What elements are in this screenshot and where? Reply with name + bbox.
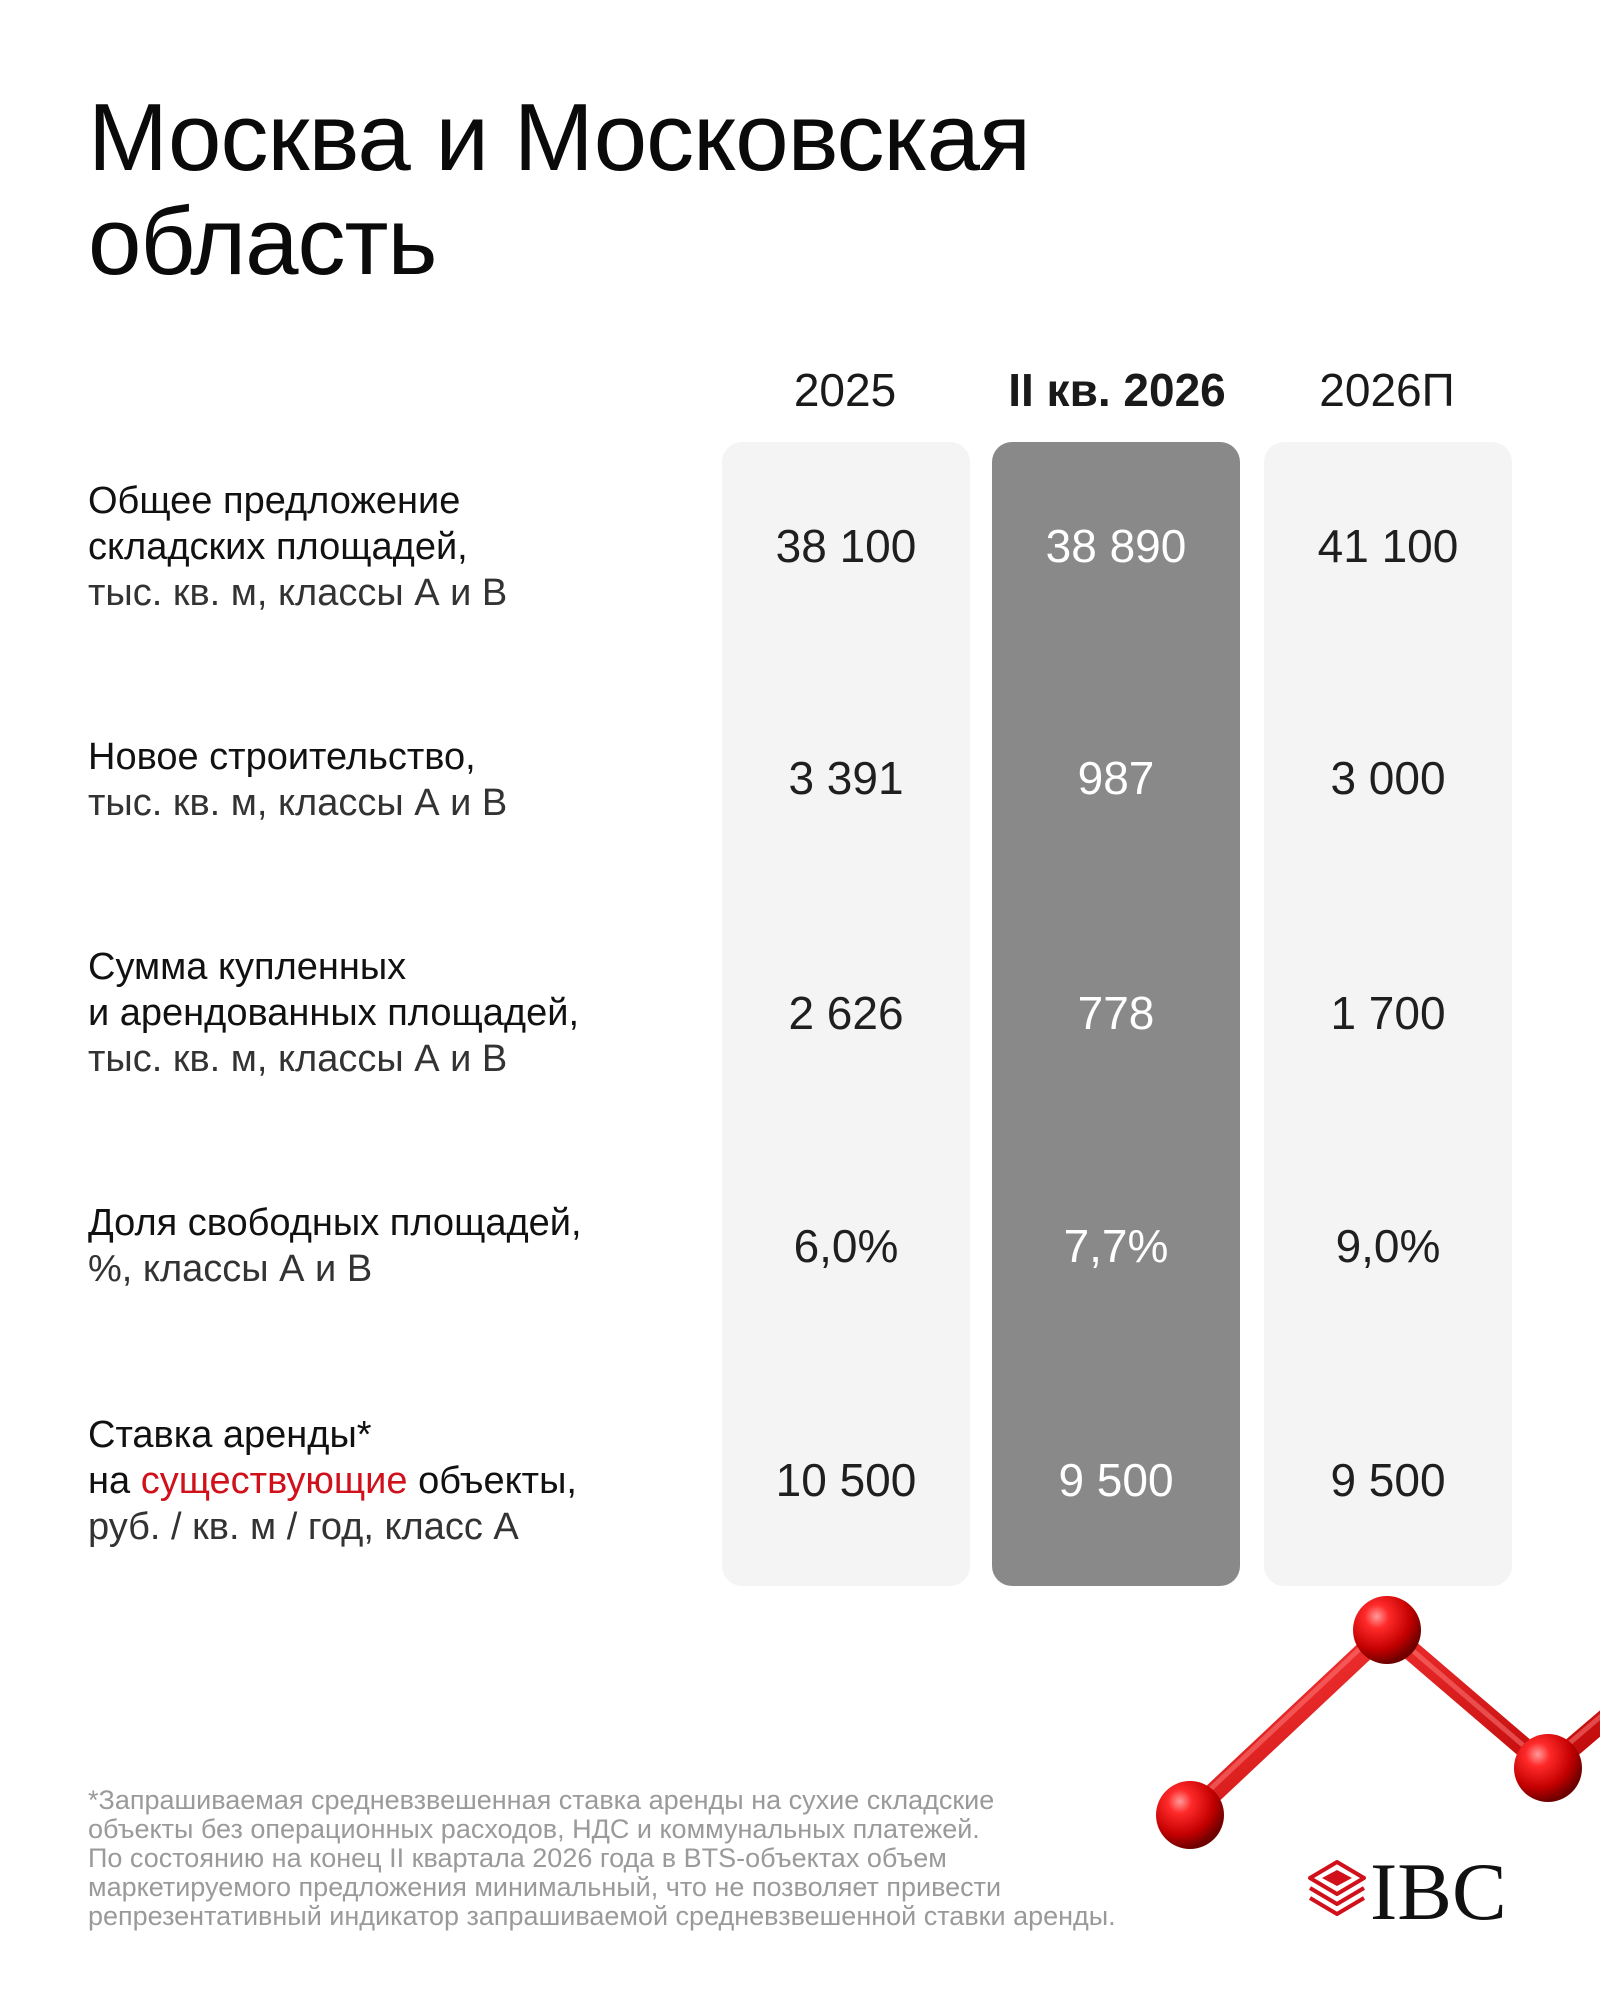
- cell-take-up-2025: 2 626: [788, 987, 904, 1039]
- cell-take-up-2026p: 1 700: [1330, 987, 1446, 1039]
- row-unit: тыс. кв. м, классы А и В: [88, 1038, 508, 1080]
- column-q2-2026-background: [992, 442, 1240, 1586]
- column-2025-background: [722, 442, 970, 1586]
- row-unit: тыс. кв. м, классы А и В: [88, 572, 508, 614]
- row-unit: руб. / кв. м / год, класс А: [88, 1506, 519, 1548]
- cell-new-construction-2025: 3 391: [788, 752, 904, 804]
- row-label-line: Общее предложение: [88, 480, 461, 522]
- page-title: Москва и Московская область: [88, 86, 1288, 294]
- row-unit: тыс. кв. м, классы А и В: [88, 782, 508, 824]
- column-header-q2-2026: II кв. 2026: [1008, 364, 1226, 416]
- cell-vacancy-2025: 6,0%: [793, 1220, 899, 1272]
- row-label-vacancy: Доля свободных площадей, %, классы А и В: [88, 1200, 688, 1292]
- footnote: *Запрашиваемая средневзвешенная ставка а…: [88, 1786, 1288, 1931]
- cell-vacancy-2026p: 9,0%: [1335, 1220, 1441, 1272]
- brand-logo: IBC: [1306, 1846, 1516, 1937]
- cell-total-supply-2026p: 41 100: [1317, 520, 1459, 572]
- row-unit: %, классы А и В: [88, 1248, 373, 1290]
- column-2026p-background: [1264, 442, 1512, 1586]
- chart-node-icon: [1353, 1596, 1421, 1664]
- cell-new-construction-2026p: 3 000: [1330, 752, 1446, 804]
- cell-new-construction-q2-2026: 987: [1077, 752, 1155, 804]
- footnote-line: По состоянию на конец II квартала 2026 г…: [88, 1843, 947, 1873]
- row-label-line-rich: на существующие объекты,: [88, 1458, 688, 1504]
- row-label-line: Доля свободных площадей,: [88, 1202, 582, 1244]
- cell-total-supply-q2-2026: 38 890: [1045, 520, 1187, 572]
- row-label-prefix: на: [88, 1460, 141, 1502]
- footnote-line: репрезентативный индикатор запрашиваемой…: [88, 1901, 1116, 1931]
- footnote-line: маркетируемого предложения минимальный, …: [88, 1872, 1002, 1902]
- row-label-rental-rate: Ставка аренды* на существующие объекты, …: [88, 1412, 688, 1550]
- chart-node-icon: [1514, 1734, 1582, 1802]
- row-label-line: Новое строительство,: [88, 736, 476, 778]
- logo-text: IBC: [1370, 1846, 1507, 1937]
- row-label-suffix: объекты,: [407, 1460, 577, 1502]
- cell-vacancy-q2-2026: 7,7%: [1063, 1220, 1169, 1272]
- column-header-2025: 2025: [793, 364, 897, 416]
- footnote-line: объекты без операционных расходов, НДС и…: [88, 1814, 980, 1844]
- footnote-line: *Запрашиваемая средневзвешенная ставка а…: [88, 1785, 995, 1815]
- column-header-2026p: 2026П: [1319, 364, 1455, 416]
- chart-node-icon: [1156, 1781, 1224, 1849]
- row-label-accent-word: существующие: [140, 1460, 408, 1502]
- row-label-line: Ставка аренды*: [88, 1414, 372, 1456]
- row-label-total-supply: Общее предложение складских площадей, ты…: [88, 478, 688, 616]
- cell-take-up-q2-2026: 778: [1077, 987, 1155, 1039]
- row-label-line: складских площадей,: [88, 526, 468, 568]
- stacked-layers-icon: [1308, 1860, 1366, 1916]
- cell-rental-rate-2025: 10 500: [775, 1454, 917, 1506]
- row-label-take-up: Сумма купленных и арендованных площадей,…: [88, 944, 688, 1082]
- page-title-line-1: Москва и Московская: [88, 84, 1031, 191]
- row-label-line: Сумма купленных: [88, 946, 407, 988]
- red-line-chart-icon: [1156, 1596, 1600, 1849]
- cell-rental-rate-q2-2026: 9 500: [1058, 1454, 1174, 1506]
- row-label-new-construction: Новое строительство, тыс. кв. м, классы …: [88, 734, 688, 826]
- page-title-line-2: область: [88, 188, 437, 295]
- cell-rental-rate-2026p: 9 500: [1330, 1454, 1446, 1506]
- row-label-line: и арендованных площадей,: [88, 992, 580, 1034]
- cell-total-supply-2025: 38 100: [775, 520, 917, 572]
